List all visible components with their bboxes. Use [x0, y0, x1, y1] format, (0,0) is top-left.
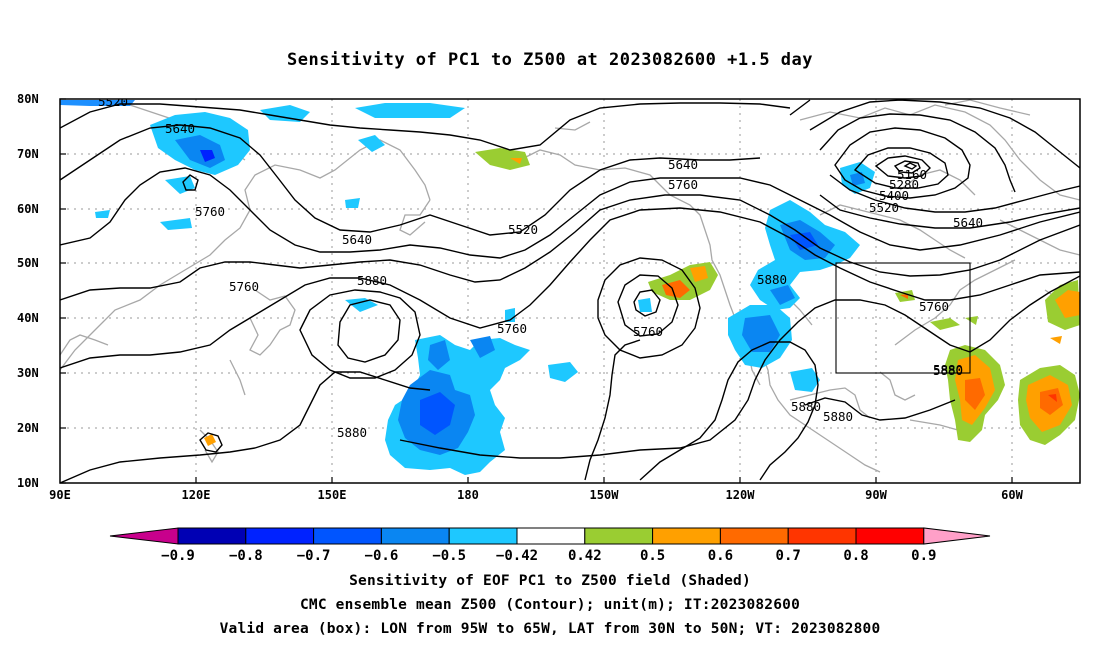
- caption-line-1: Sensitivity of EOF PC1 to Z500 field (Sh…: [349, 573, 751, 589]
- lon-label: 120E: [182, 488, 211, 502]
- contour-label: 5520: [869, 200, 899, 215]
- colorbar-label: 0.42: [568, 548, 602, 564]
- colorbar-labels: −0.9 −0.8 −0.7 −0.6 −0.5 −0.42 0.42 0.5 0.6 0.7 0.…: [161, 548, 936, 564]
- longitude-labels: 90E 120E 150E 180 150W 120W 90W 60W: [49, 488, 1023, 502]
- caption-line-2: CMC ensemble mean Z500 (Contour); unit(m…: [299, 597, 801, 613]
- colorbar-segment: [448, 527, 518, 545]
- contour-label: 5280: [889, 177, 919, 192]
- colorbar-label: −0.42: [496, 548, 538, 564]
- colorbar-label: 0.7: [776, 548, 801, 564]
- colorbar-segment: [719, 527, 789, 545]
- lat-label: 10N: [17, 476, 39, 490]
- colorbar-segment: [245, 527, 315, 545]
- lat-label: 70N: [17, 147, 39, 161]
- latitude-labels: 80N 70N 60N 50N 40N 30N 20N 10N: [17, 92, 39, 490]
- colorbar-segment: [855, 527, 925, 545]
- colorbar-segment: [584, 527, 654, 545]
- colorbar-label: −0.8: [229, 548, 263, 564]
- contour-label: 5760: [497, 321, 527, 336]
- colorbar-label: −0.5: [432, 548, 466, 564]
- colorbar-segment: [516, 527, 586, 545]
- contour-label: 5880: [823, 409, 853, 424]
- contour-label: 5760: [229, 279, 259, 294]
- contour-label: 5880: [933, 363, 963, 378]
- lon-label: 60W: [1001, 488, 1023, 502]
- colorbar-label: 0.9: [911, 548, 936, 564]
- colorbar-low-extension: [109, 527, 179, 545]
- contour-label: 5640: [165, 121, 195, 136]
- valid-area-box: [835, 262, 971, 374]
- contour-label: 5760: [195, 204, 225, 219]
- colorbar-label: 0.5: [640, 548, 665, 564]
- lat-label: 30N: [17, 366, 39, 380]
- map-frame: [59, 98, 1081, 484]
- contour-label: 5880: [933, 362, 963, 377]
- lat-label: 50N: [17, 256, 39, 270]
- contour-label: 5400: [879, 188, 909, 203]
- lon-label: 150E: [318, 488, 347, 502]
- contour-label: 5760: [919, 299, 949, 314]
- contour-label: 5160: [897, 167, 927, 182]
- colorbar-segment: [787, 527, 857, 545]
- contour-label: 5880: [337, 425, 367, 440]
- contour-label: 5520: [508, 222, 538, 237]
- colorbar: [109, 527, 991, 545]
- colorbar-label: −0.7: [297, 548, 331, 564]
- colorbar-label: −0.9: [161, 548, 195, 564]
- contour-label: 5760: [668, 177, 698, 192]
- colorbar-segment: [380, 527, 450, 545]
- lat-label: 20N: [17, 421, 39, 435]
- lon-label: 150W: [590, 488, 620, 502]
- contour-label: 5880: [791, 399, 821, 414]
- lat-label: 80N: [17, 92, 39, 106]
- colorbar-label: −0.6: [365, 548, 399, 564]
- colorbar-high-extension: [923, 527, 991, 545]
- contour-label: 5640: [953, 215, 983, 230]
- contour-label: 5880: [757, 272, 787, 287]
- lat-label: 60N: [17, 202, 39, 216]
- colorbar-label: 0.8: [843, 548, 868, 564]
- contour-label: 5640: [668, 157, 698, 172]
- contour-labels: 5520 5640 5760 5640 5760 5880 5520 5760 5880 5640…: [98, 94, 983, 440]
- contour-label: 5880: [357, 273, 387, 288]
- lon-label: 90E: [49, 488, 71, 502]
- lon-label: 180: [457, 488, 479, 502]
- lat-label: 40N: [17, 311, 39, 325]
- caption-line-3: Valid area (box): LON from 95W to 65W, L…: [219, 621, 881, 637]
- contour-label: 5640: [342, 232, 372, 247]
- z500-contours: [60, 99, 1080, 483]
- contour-label: 5760: [633, 324, 663, 339]
- figure-title: Sensitivity of PC1 to Z500 at 2023082600…: [286, 50, 813, 70]
- lon-label: 120W: [726, 488, 756, 502]
- colorbar-segment: [652, 527, 721, 545]
- colorbar-segment: [177, 527, 247, 545]
- colorbar-segment: [313, 527, 382, 545]
- colorbar-label: 0.6: [708, 548, 733, 564]
- tick-marks: [60, 98, 1013, 484]
- lon-label: 90W: [865, 488, 887, 502]
- contour-label: 5520: [98, 94, 128, 109]
